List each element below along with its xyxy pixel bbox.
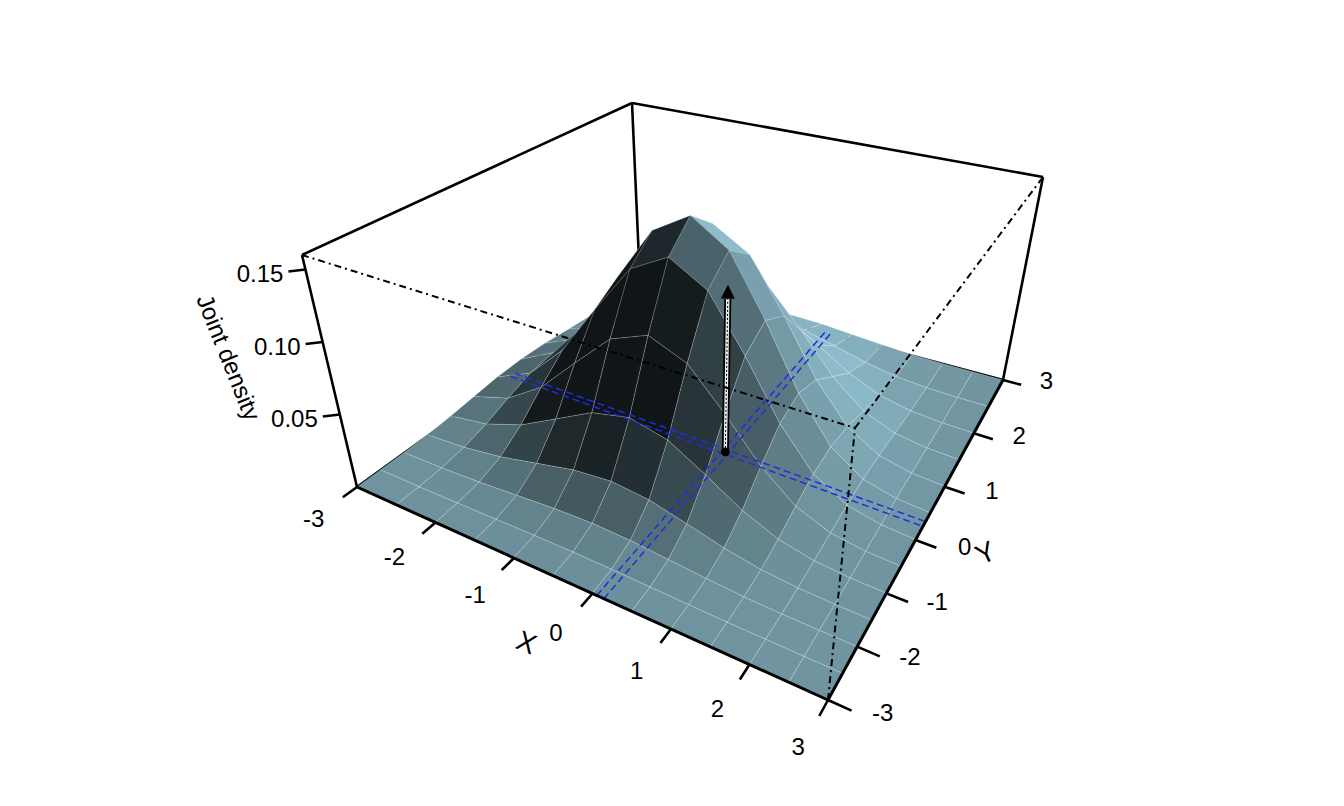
x-tick-label: 1 bbox=[630, 657, 643, 684]
z-tick bbox=[306, 342, 323, 344]
arrow-shaft-inner bbox=[725, 299, 727, 452]
box-edge bbox=[1003, 177, 1043, 380]
y-tick bbox=[886, 593, 908, 602]
y-tick-label: -2 bbox=[899, 643, 920, 670]
y-tick-label: 1 bbox=[985, 477, 998, 504]
box-edge bbox=[828, 380, 1003, 700]
reference-line-y bbox=[515, 373, 926, 521]
x-tick bbox=[502, 558, 514, 570]
x-tick-label: 2 bbox=[711, 695, 724, 722]
reference-line-x bbox=[604, 334, 830, 599]
arrow-shaft bbox=[725, 299, 727, 452]
z-tick-label: 0.05 bbox=[271, 405, 318, 432]
surface bbox=[357, 215, 1003, 700]
y-tick bbox=[1003, 380, 1021, 385]
reference-lines bbox=[511, 332, 926, 598]
y-tick-label: -3 bbox=[872, 699, 893, 726]
arrow-head bbox=[721, 285, 735, 299]
box-edge-hidden bbox=[302, 255, 855, 428]
chart: -3 -2 -1 0 1 2 3 X -3 -2 -1 0 1 2 3 Y 0.05 0.10 0.15 Joint … bbox=[0, 0, 1344, 806]
y-tick bbox=[857, 647, 880, 657]
y-tick bbox=[945, 487, 965, 494]
x-tick-label: 0 bbox=[549, 619, 562, 646]
x-tick bbox=[422, 523, 435, 534]
box-edge-hidden bbox=[855, 177, 1043, 428]
box-edge bbox=[357, 487, 828, 700]
box-edge-hidden bbox=[828, 428, 855, 700]
y-axis-title: Y bbox=[971, 535, 1001, 571]
box-back bbox=[302, 103, 1043, 487]
x-tick-label: -1 bbox=[464, 581, 485, 608]
y-tick bbox=[916, 540, 937, 548]
z-tick bbox=[288, 270, 305, 272]
point-marker bbox=[721, 447, 730, 456]
x-tick bbox=[581, 594, 592, 607]
z-axis-title: Joint density bbox=[191, 290, 266, 424]
density-arrow bbox=[721, 285, 735, 452]
x-tick bbox=[343, 487, 357, 497]
x-tick-label: -3 bbox=[303, 505, 324, 532]
y-tick-label: -1 bbox=[927, 588, 948, 615]
x-tick bbox=[740, 665, 750, 680]
arrow-shaft-dots bbox=[725, 299, 727, 452]
reference-line-x bbox=[597, 332, 825, 595]
z-tick bbox=[323, 415, 340, 417]
z-tick-label: 0.15 bbox=[237, 260, 284, 287]
y-tick-label: 3 bbox=[1040, 367, 1053, 394]
x-axis-title: X bbox=[512, 624, 541, 660]
x-tick-label: -2 bbox=[384, 543, 405, 570]
x-tick-label: 3 bbox=[791, 733, 804, 760]
box-edge bbox=[632, 103, 1043, 177]
z-tick-label: 0.10 bbox=[254, 333, 301, 360]
y-tick-label: 2 bbox=[1013, 422, 1026, 449]
y-tick-label: 0 bbox=[958, 533, 971, 560]
reference-line-y bbox=[511, 376, 923, 526]
x-tick bbox=[819, 700, 828, 716]
y-tick bbox=[828, 700, 852, 711]
x-tick bbox=[660, 629, 671, 643]
box-edge bbox=[302, 103, 632, 255]
z-axis-line bbox=[302, 255, 357, 487]
y-tick bbox=[974, 433, 993, 439]
